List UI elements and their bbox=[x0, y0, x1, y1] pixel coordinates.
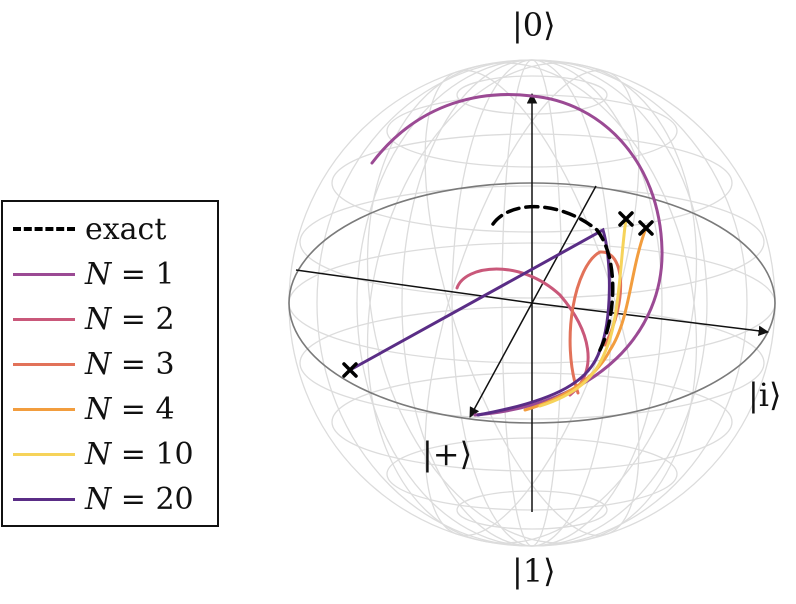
legend-item-n4: N = 4 bbox=[13, 389, 175, 429]
trajectory-exact bbox=[491, 205, 615, 352]
legend-swatch bbox=[13, 227, 75, 231]
legend-swatch bbox=[13, 407, 75, 411]
endpoint-markers bbox=[342, 211, 654, 378]
legend-label: N = 3 bbox=[85, 346, 175, 382]
marker-right-2 bbox=[638, 220, 654, 236]
state-label-top: |0⟩ bbox=[512, 6, 556, 44]
legend-label: exact bbox=[85, 211, 167, 247]
legend-swatch bbox=[13, 362, 75, 366]
trajectory-n3 bbox=[568, 250, 622, 395]
legend-label: N = 2 bbox=[85, 301, 175, 337]
trajectories bbox=[348, 93, 664, 417]
trajectory-n2 bbox=[455, 267, 590, 397]
trajectory-n10 bbox=[538, 217, 628, 408]
state-label-bottom: |1⟩ bbox=[512, 552, 556, 590]
y-axis-back bbox=[295, 269, 533, 304]
marker-left bbox=[342, 362, 358, 378]
legend-item-n3: N = 3 bbox=[13, 344, 175, 384]
legend-label: N = 4 bbox=[85, 391, 175, 427]
trajectory-n1 bbox=[370, 93, 664, 417]
legend-swatch bbox=[13, 272, 75, 276]
legend-swatch bbox=[13, 452, 75, 456]
state-label-front: |+⟩ bbox=[422, 435, 473, 473]
legend: exact N = 1 N = 2 N = 3 N = 4 N = 10 N =… bbox=[1, 200, 219, 527]
marker-right-1 bbox=[618, 211, 634, 227]
legend-item-n1: N = 1 bbox=[13, 254, 175, 294]
legend-label: N = 10 bbox=[85, 436, 194, 472]
legend-label: N = 20 bbox=[85, 481, 194, 517]
trajectory-n4 bbox=[523, 226, 648, 412]
state-label-right: |i⟩ bbox=[748, 376, 782, 414]
legend-item-n20: N = 20 bbox=[13, 479, 194, 519]
legend-swatch bbox=[13, 317, 75, 321]
legend-item-n2: N = 2 bbox=[13, 299, 175, 339]
legend-swatch bbox=[13, 497, 75, 501]
legend-item-n10: N = 10 bbox=[13, 434, 194, 474]
legend-label: N = 1 bbox=[85, 256, 175, 292]
legend-item-exact: exact bbox=[13, 209, 166, 249]
x-axis bbox=[469, 302, 533, 418]
